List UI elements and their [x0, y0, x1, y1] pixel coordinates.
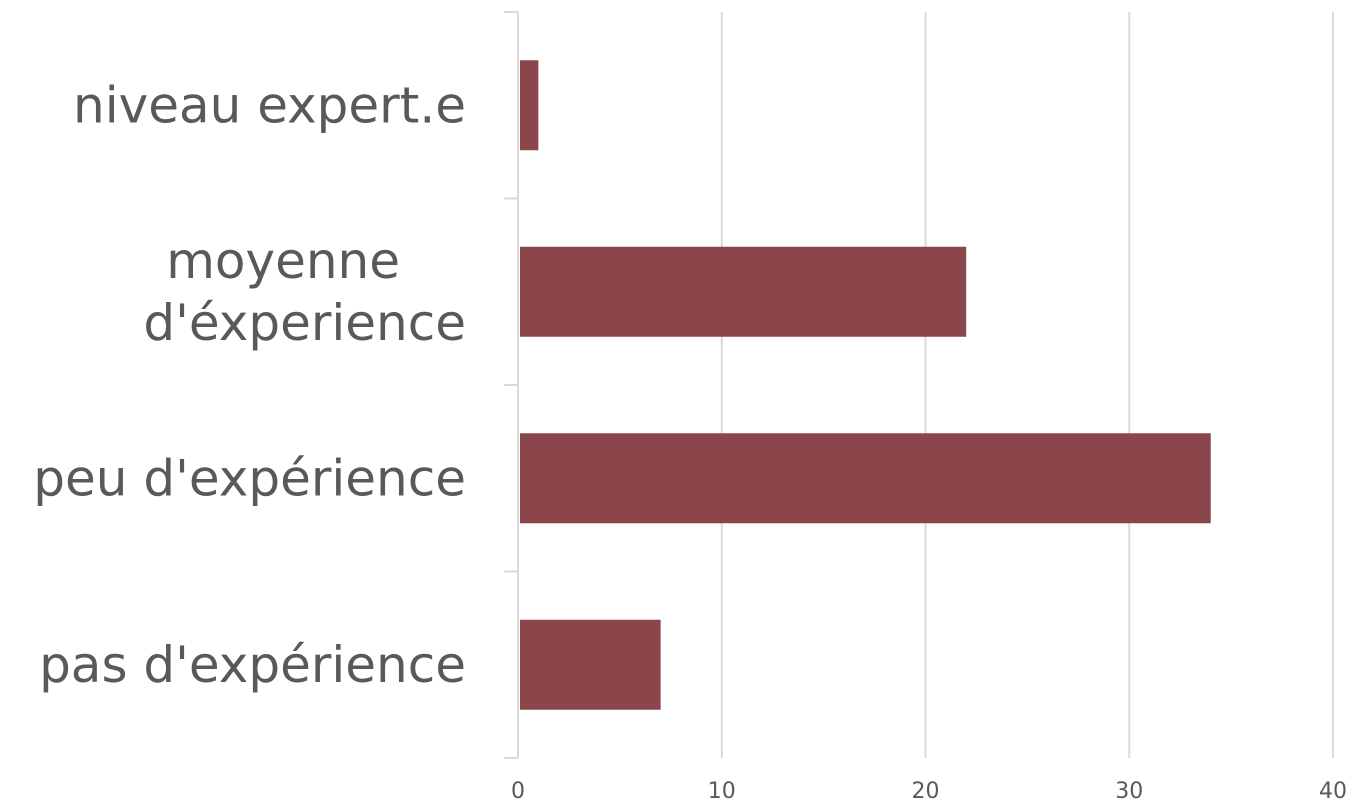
- x-tick-label-10: 10: [708, 779, 736, 804]
- x-tick-label-0: 0: [511, 779, 525, 804]
- category-label-1: moyenne d'éxperience: [143, 232, 466, 352]
- bar-0: [520, 60, 539, 151]
- category-label-3: pas d'expérience: [39, 636, 466, 694]
- x-tick-label-20: 20: [912, 779, 940, 804]
- category-labels: niveau expert.e moyenne d'éxperience peu d'…: [33, 76, 466, 694]
- gridlines: [720, 12, 1334, 758]
- bar-1: [520, 246, 967, 337]
- bar-3: [520, 619, 661, 710]
- bar-2: [520, 433, 1211, 524]
- category-label-line: niveau expert.e: [73, 76, 466, 134]
- category-label-0: niveau expert.e: [73, 76, 466, 134]
- category-axis: [504, 11, 519, 759]
- category-label-line: moyenne: [166, 232, 400, 290]
- category-label-line: pas d'expérience: [39, 636, 466, 694]
- category-label-line: d'éxperience: [143, 294, 466, 352]
- x-tick-label-40: 40: [1319, 779, 1347, 804]
- bars: [520, 60, 1211, 710]
- x-tick-labels: 0 10 20 30 40: [511, 779, 1347, 804]
- category-label-2: peu d'expérience: [33, 449, 466, 507]
- x-tick-label-30: 30: [1115, 779, 1143, 804]
- category-label-line: peu d'expérience: [33, 449, 466, 507]
